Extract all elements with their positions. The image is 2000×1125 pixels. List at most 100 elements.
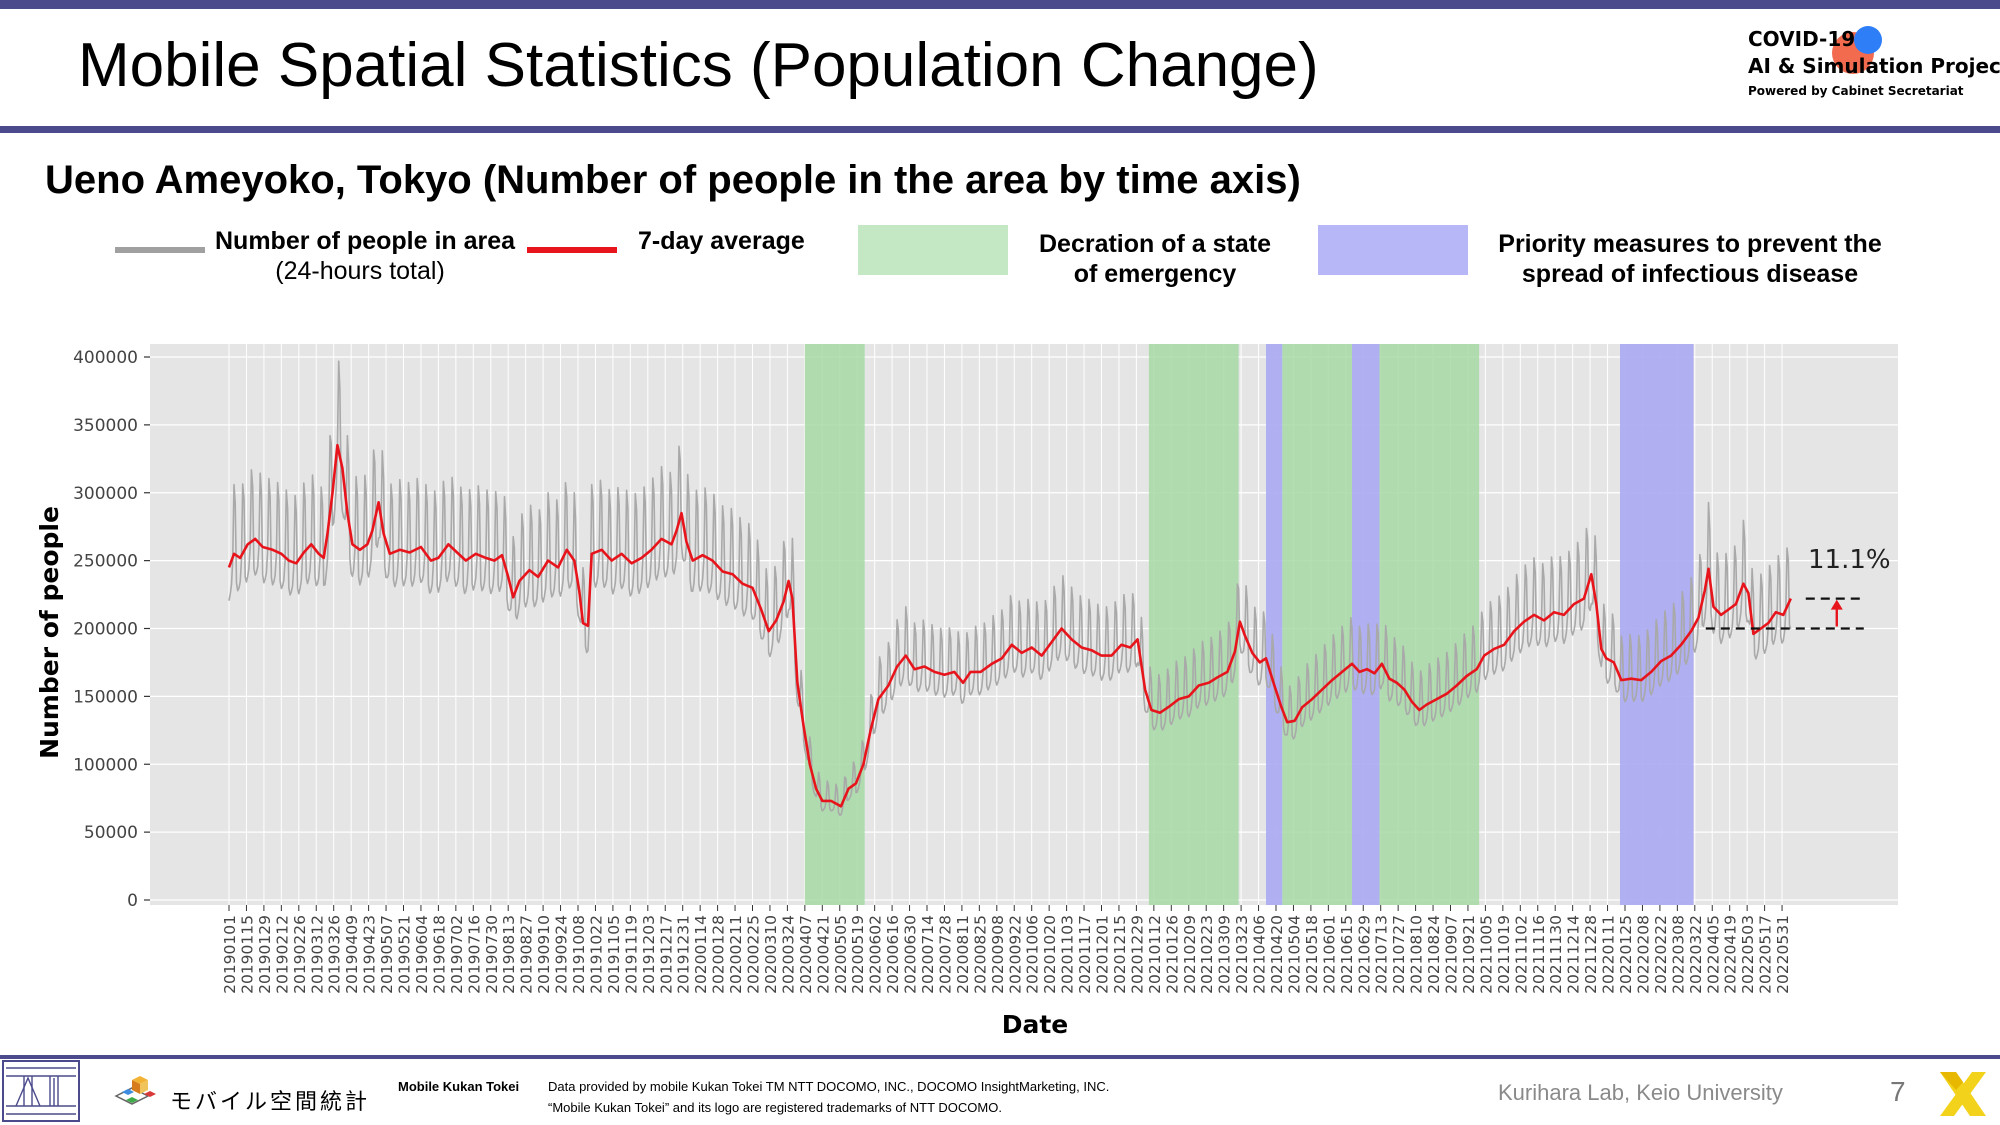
x-tick-label: 20190115 xyxy=(238,915,256,994)
x-tick-label: 20200114 xyxy=(692,915,710,994)
x-tick-label: 20220322 xyxy=(1687,915,1705,994)
x-tick-label: 20191119 xyxy=(622,915,640,994)
x-tick-label: 20200616 xyxy=(884,915,902,994)
legend-red-line-icon xyxy=(527,247,617,253)
x-tick-label: 20190226 xyxy=(291,915,309,994)
footer-lab-name: Kurihara Lab, Keio University xyxy=(1498,1080,1783,1105)
chart-subtitle: Ueno Ameyoko, Tokyo (Number of people in… xyxy=(45,158,1301,202)
x-tick-label: 20211116 xyxy=(1530,915,1548,994)
emergency-period xyxy=(1282,344,1353,905)
x-tick-label: 20210907 xyxy=(1443,915,1461,994)
legend-priority-label-1: Priority measures to prevent the xyxy=(1498,230,1882,258)
legend-priority-label-2: spread of infectious disease xyxy=(1521,260,1859,288)
x-tick-label: 20200505 xyxy=(832,915,850,994)
x-tick-label: 20190129 xyxy=(256,915,274,994)
legend-daily: Number of people in area (24-hours total… xyxy=(215,226,515,286)
x-tick-label: 20211102 xyxy=(1512,915,1530,994)
x-tick-label: 20210209 xyxy=(1181,915,1199,994)
legend-average: 7-day average xyxy=(638,226,805,256)
x-tick-label: 20200714 xyxy=(919,915,937,994)
x-tick-label: 20210504 xyxy=(1285,915,1303,994)
x-logo-icon xyxy=(1940,1072,1986,1116)
logo-line-3: Powered by Cabinet Secretariat xyxy=(1748,84,1964,98)
x-tick-label: 20201201 xyxy=(1094,915,1112,994)
x-tick-label: 20210824 xyxy=(1425,915,1443,994)
footer-source-title: Mobile Kukan Tokei xyxy=(398,1079,520,1094)
x-tick-label: 20190702 xyxy=(448,915,466,994)
x-tick-label: 20200128 xyxy=(710,915,728,994)
footer-source-line-1: Data provided by mobile Kukan Tokei TM N… xyxy=(548,1079,1110,1094)
x-tick-label: 20220517 xyxy=(1757,915,1775,994)
y-tick-label: 0 xyxy=(127,891,138,911)
y-tick-label: 150000 xyxy=(73,687,138,707)
x-tick-label: 20220531 xyxy=(1774,915,1792,994)
x-tick-label: 20190212 xyxy=(273,915,291,994)
legend-gray-line-icon xyxy=(115,247,205,253)
x-tick-label: 20190910 xyxy=(535,915,553,994)
x-tick-label: 20201215 xyxy=(1111,915,1129,994)
x-tick-label: 20210615 xyxy=(1338,915,1356,994)
x-tick-label: 20200310 xyxy=(762,915,780,994)
y-tick-label: 300000 xyxy=(73,484,138,504)
x-tick-label: 20190827 xyxy=(518,915,536,994)
x-tick-label: 20201006 xyxy=(1024,915,1042,994)
x-tick-label: 20211005 xyxy=(1477,915,1495,994)
footer-divider-bar xyxy=(0,1055,2000,1059)
emergency-period xyxy=(1379,344,1480,905)
x-tick-label: 20210112 xyxy=(1146,915,1164,994)
x-tick-label: 20190312 xyxy=(308,915,326,994)
y-axis-label: Number of people xyxy=(35,506,64,759)
logo-line-1: COVID-19 xyxy=(1748,27,1856,51)
x-tick-label: 20191008 xyxy=(570,915,588,994)
y-tick-label: 100000 xyxy=(73,755,138,775)
page-title: Mobile Spatial Statistics (Population Ch… xyxy=(78,31,1319,100)
x-tick-label: 20191231 xyxy=(675,915,693,994)
x-tick-label: 20210309 xyxy=(1216,915,1234,994)
x-tick-label: 20190409 xyxy=(343,915,361,994)
x-tick-label: 20191022 xyxy=(587,915,605,994)
x-tick-label: 20210223 xyxy=(1198,915,1216,994)
y-tick-label: 50000 xyxy=(84,823,138,843)
x-tick-label: 20190101 xyxy=(221,915,239,994)
cube-logo-icon xyxy=(114,1076,156,1105)
x-tick-label: 20200825 xyxy=(971,915,989,994)
x-tick-label: 20210518 xyxy=(1303,915,1321,994)
emergency-period xyxy=(804,344,865,905)
x-tick-label: 20191105 xyxy=(605,915,623,994)
x-tick-label: 20190507 xyxy=(378,915,396,994)
x-tick-label: 20200225 xyxy=(745,915,763,994)
x-tick-label: 20190924 xyxy=(553,915,571,994)
x-tick-label: 20210629 xyxy=(1355,915,1373,994)
mobile-kukan-tokei-logo-text: モバイル空間統計 xyxy=(170,1090,371,1115)
priority-period xyxy=(1266,344,1283,905)
x-tick-label: 20200421 xyxy=(814,915,832,994)
x-tick-label: 20200407 xyxy=(797,915,815,994)
change-percent-label: 11.1% xyxy=(1808,545,1891,575)
x-tick-label: 20200602 xyxy=(867,915,885,994)
x-tick-label: 20200324 xyxy=(779,915,797,994)
x-tick-label: 20220125 xyxy=(1617,915,1635,994)
logo-line-2: AI & Simulation Project xyxy=(1748,54,2000,78)
x-tick-label: 20200211 xyxy=(727,915,745,994)
plot-background xyxy=(150,344,1898,905)
x-tick-label: 20220308 xyxy=(1669,915,1687,994)
priority-period xyxy=(1352,344,1380,905)
legend-emergency-label-1: Decration of a state xyxy=(1038,230,1271,258)
emergency-period xyxy=(1148,344,1239,905)
x-tick-label: 20220208 xyxy=(1634,915,1652,994)
average-series-line xyxy=(227,443,1792,808)
x-tick-label: 20200519 xyxy=(849,915,867,994)
daily-series-line xyxy=(228,360,1792,816)
x-tick-label: 20190716 xyxy=(465,915,483,994)
x-tick-label: 20220419 xyxy=(1722,915,1740,994)
y-tick-label: 200000 xyxy=(73,620,138,640)
x-tick-label: 20191203 xyxy=(640,915,658,994)
y-tick-label: 250000 xyxy=(73,552,138,572)
population-chart: 0 50000 100000 150000 200000 250000 300000 3500… xyxy=(35,344,1898,1039)
x-tick-label: 20200908 xyxy=(989,915,1007,994)
x-tick-label: 20210323 xyxy=(1233,915,1251,994)
x-tick-label: 20191217 xyxy=(657,915,675,994)
legend-emergency: Decration of a state of emergency xyxy=(1024,229,1286,289)
legend-priority-swatch xyxy=(1318,225,1468,275)
x-tick-label: 20220405 xyxy=(1704,915,1722,994)
